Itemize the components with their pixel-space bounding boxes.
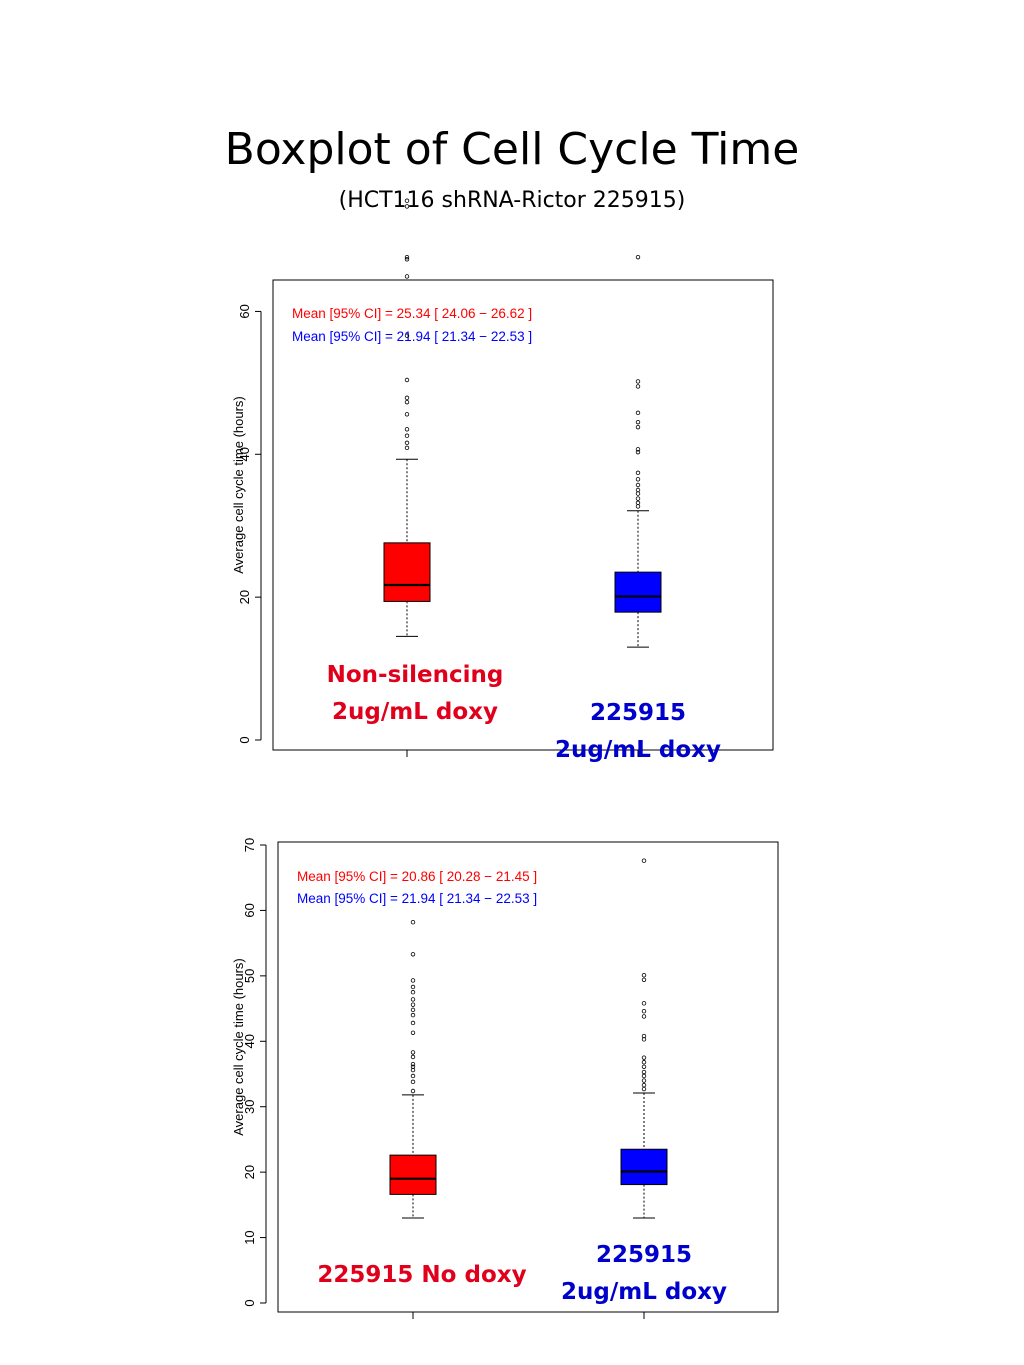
outlier-point xyxy=(635,487,641,493)
outlier-point xyxy=(404,204,410,209)
outlier-point xyxy=(635,491,641,496)
outlier-point xyxy=(404,433,410,438)
outlier-point xyxy=(404,274,410,279)
y-tick-label: 30 xyxy=(242,1099,257,1113)
mean-ci-annotation: Mean [95% CI] = 21.94 [ 21.34 − 22.53 ] xyxy=(292,329,532,344)
outlier-point xyxy=(641,1060,647,1065)
group-label: 225915 No doxy xyxy=(317,1262,526,1288)
group-label: 2ug/mL doxy xyxy=(332,699,498,725)
y-tick-label: 20 xyxy=(237,590,252,604)
outlier-point xyxy=(641,1008,647,1014)
group-label: 225915 xyxy=(596,1242,692,1268)
y-tick-label: 0 xyxy=(242,1299,257,1306)
outlier-point xyxy=(410,978,416,983)
outlier-point xyxy=(641,1086,647,1092)
mean-ci-annotation: Mean [95% CI] = 21.94 [ 21.34 − 22.53 ] xyxy=(297,891,537,906)
box xyxy=(614,571,662,613)
outlier-point xyxy=(410,1064,416,1070)
outlier-point xyxy=(635,449,641,455)
outlier-point xyxy=(410,920,416,925)
outlier-point xyxy=(641,1069,647,1075)
y-tick-label: 70 xyxy=(242,838,257,852)
y-axis-title: Average cell cycle time (hours) xyxy=(231,396,246,574)
group-label: 2ug/mL doxy xyxy=(561,1279,727,1305)
plot-frame xyxy=(272,279,774,751)
outlier-point xyxy=(404,427,410,432)
outlier-point xyxy=(410,990,416,995)
outlier-point xyxy=(635,504,641,509)
outlier-point xyxy=(635,496,641,501)
mean-ci-annotation: Mean [95% CI] = 20.86 [ 20.28 − 21.45 ] xyxy=(297,869,537,884)
outlier-point xyxy=(410,1030,416,1035)
outlier-point xyxy=(641,858,647,863)
box xyxy=(389,1154,437,1195)
outlier-point xyxy=(641,973,647,978)
boxplot-chart-bottom: 0 10 20 30 40 50 60 70 Average cell cycle time (… xyxy=(231,838,779,1319)
group-label: 225915 xyxy=(590,700,686,726)
outlier-point xyxy=(410,1054,416,1060)
outlier-point xyxy=(410,984,416,990)
y-axis-title: Average cell cycle time (hours) xyxy=(231,958,246,1136)
outlier-point xyxy=(410,1061,416,1067)
outlier-point xyxy=(641,1001,647,1006)
y-tick-label: 20 xyxy=(242,1165,257,1179)
mean-ci-annotation: Mean [95% CI] = 25.34 [ 24.06 − 26.62 ] xyxy=(292,306,532,321)
y-tick-label: 50 xyxy=(242,969,257,983)
outlier-point xyxy=(404,395,410,401)
outlier-point xyxy=(635,424,641,430)
outlier-point xyxy=(641,1078,647,1083)
y-tick-label: 10 xyxy=(242,1230,257,1244)
y-tick-label: 40 xyxy=(237,447,252,461)
outlier-point xyxy=(410,1007,416,1013)
outlier-point xyxy=(404,333,410,338)
outlier-point xyxy=(404,440,410,446)
outlier-point xyxy=(641,1082,647,1088)
box xyxy=(383,542,431,602)
outlier-point xyxy=(635,477,641,482)
outlier-point xyxy=(410,1050,416,1055)
outlier-point xyxy=(641,977,647,982)
outlier-point xyxy=(404,198,410,203)
page-subtitle: (HCT116 shRNA-Rictor 225915) xyxy=(338,188,686,213)
outlier-point xyxy=(404,412,410,417)
y-tick-label: 60 xyxy=(237,304,252,318)
outlier-point xyxy=(635,482,641,488)
outlier-point xyxy=(635,379,641,384)
outlier-point xyxy=(635,410,641,416)
outlier-point xyxy=(410,1020,416,1026)
outlier-point xyxy=(410,1073,416,1079)
outlier-point xyxy=(641,1064,647,1070)
outlier-point xyxy=(635,500,641,506)
outlier-point xyxy=(635,254,641,260)
y-tick-label: 40 xyxy=(242,1034,257,1048)
group-label: 2ug/mL doxy xyxy=(555,737,721,763)
outlier-point xyxy=(410,1002,416,1007)
outlier-point xyxy=(635,419,641,425)
boxplot-chart-top: 0 20 40 60 Average cell cycle time (hours) Me… xyxy=(231,198,774,763)
y-tick-label: 0 xyxy=(237,736,252,743)
outlier-point xyxy=(404,445,410,451)
outlier-point xyxy=(410,1088,416,1094)
outlier-point xyxy=(404,254,410,260)
outlier-point xyxy=(635,470,641,476)
box xyxy=(620,1148,668,1186)
outlier-point xyxy=(404,377,410,383)
outlier-point xyxy=(641,1073,647,1079)
outlier-point xyxy=(641,1033,647,1039)
outlier-point xyxy=(410,952,416,957)
group-label: Non-silencing xyxy=(327,662,504,688)
outlier-point xyxy=(635,384,641,389)
page-title: Boxplot of Cell Cycle Time xyxy=(224,124,800,175)
outlier-point xyxy=(410,1012,416,1018)
outlier-point xyxy=(641,1014,647,1019)
outlier-point xyxy=(410,1079,416,1085)
outlier-point xyxy=(404,257,410,262)
outlier-point xyxy=(641,1055,647,1060)
y-tick-label: 60 xyxy=(242,903,257,917)
plot-frame xyxy=(277,841,779,1313)
outlier-point xyxy=(635,447,641,452)
outlier-point xyxy=(410,997,416,1002)
outlier-point xyxy=(404,399,410,405)
